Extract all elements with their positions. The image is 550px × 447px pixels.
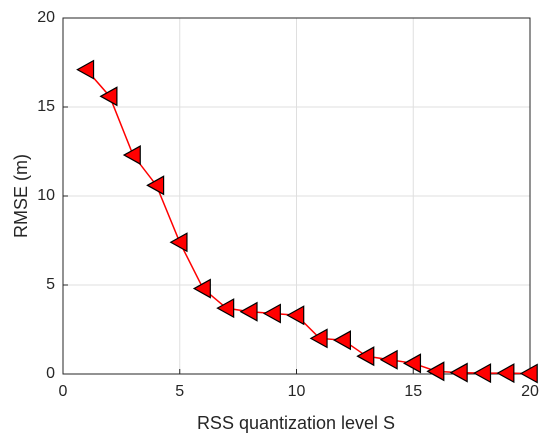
y-tick-label: 5 [46,276,55,293]
marker [426,361,445,382]
marker [192,278,211,299]
y-tick-label: 20 [37,9,55,26]
marker [76,59,95,80]
marker [99,86,118,107]
marker [332,330,351,351]
marker [473,363,492,384]
y-tick-label: 10 [37,187,55,204]
y-tick-label: 0 [46,365,55,382]
axes-box [62,17,531,375]
marker [379,349,398,370]
marker [519,363,538,384]
marker [309,328,328,349]
y-axis-label: RMSE (m) [11,154,31,238]
marker [449,362,468,383]
y-tick-label: 15 [37,98,55,115]
x-tick-label: 15 [404,383,422,400]
marker [286,305,305,326]
marker [239,301,258,322]
marker [122,145,141,166]
x-tick-label: 10 [288,383,306,400]
marker [169,232,188,253]
marker [403,353,422,374]
marker [216,298,235,319]
x-tick-label: 20 [521,383,539,400]
marker [146,175,165,196]
x-tick-label: 5 [175,383,184,400]
x-tick-label: 0 [59,383,68,400]
marker [496,363,515,384]
marker [262,303,281,324]
marker [356,346,375,367]
x-axis-label: RSS quantization level S [197,413,395,433]
